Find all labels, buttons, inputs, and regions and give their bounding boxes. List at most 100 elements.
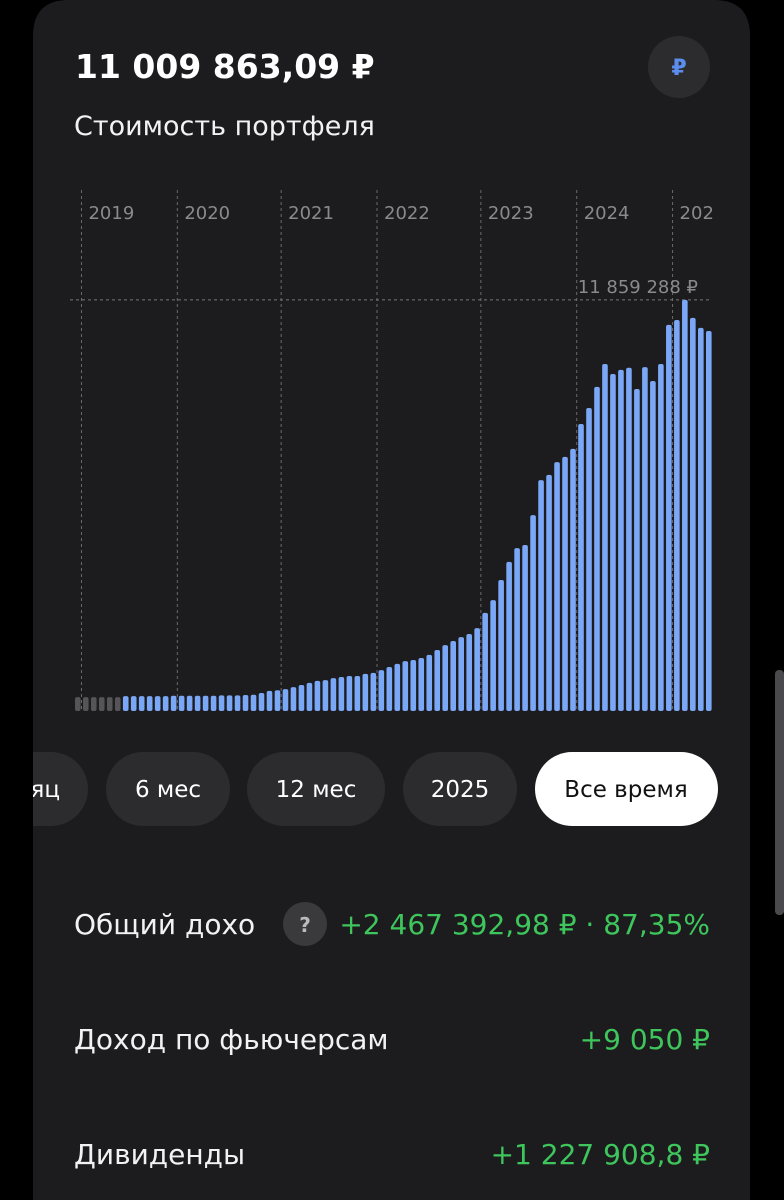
- bar: [90, 697, 97, 711]
- bar: [410, 660, 417, 711]
- stat-label: Дивиденды: [74, 1138, 245, 1171]
- stat-label: Доход по фьючерсам: [74, 1023, 389, 1056]
- bar: [586, 408, 592, 711]
- bar: [626, 367, 632, 711]
- bar: [530, 515, 536, 711]
- bar: [290, 687, 297, 711]
- stat-value: +2 467 392,98 ₽ · 87,35%: [339, 908, 710, 941]
- bar: [674, 319, 680, 711]
- bar: [282, 689, 289, 711]
- bar: [170, 695, 177, 711]
- bar: [394, 663, 401, 711]
- bar: [346, 675, 353, 711]
- bar: [354, 675, 361, 711]
- year-label: 2024: [584, 203, 630, 224]
- period-label[interactable]: Все время: [564, 777, 687, 803]
- bar: [618, 369, 624, 711]
- portfolio-subtitle: Стоимость портфеля: [74, 111, 375, 142]
- bar: [442, 645, 449, 711]
- bar: [210, 695, 217, 711]
- bar: [682, 299, 688, 711]
- bar: [610, 374, 616, 711]
- bar: [314, 680, 321, 711]
- bar: [298, 685, 305, 711]
- bar: [562, 456, 568, 711]
- bar: [338, 677, 345, 711]
- currency-icon[interactable]: ₽: [671, 56, 686, 81]
- chart: 2019 2020 2021 2022 2023 2024 202 11 859 288 ₽: [70, 190, 714, 711]
- bar: [522, 544, 528, 711]
- currency-button[interactable]: [648, 36, 710, 98]
- bar: [602, 363, 608, 711]
- bar: [466, 634, 472, 711]
- period-button[interactable]: [0, 752, 88, 826]
- bar: [274, 690, 281, 711]
- bar: [642, 367, 648, 711]
- bar: [362, 673, 369, 711]
- period-button[interactable]: [403, 752, 517, 826]
- year-label: 2019: [88, 203, 134, 224]
- bar: [498, 579, 504, 711]
- bar: [426, 654, 433, 711]
- bar: [666, 324, 672, 711]
- year-label: 202: [680, 203, 714, 224]
- stat-value: +1 227 908,8 ₽: [491, 1138, 710, 1171]
- bar: [306, 682, 313, 711]
- bar: [458, 637, 464, 711]
- scrollbar: [775, 670, 784, 915]
- bar: [106, 697, 113, 711]
- year-label: 2021: [288, 203, 334, 224]
- bar: [402, 661, 409, 711]
- bar: [122, 696, 129, 711]
- bar: [546, 474, 552, 711]
- bar: [266, 690, 273, 711]
- bar: [258, 692, 265, 711]
- period-button-active[interactable]: [535, 752, 718, 826]
- bar: [202, 695, 209, 711]
- bar: [226, 695, 233, 711]
- bar: [698, 327, 704, 711]
- bar: [234, 695, 241, 711]
- bar: [130, 696, 137, 711]
- bar: [386, 666, 393, 711]
- bar: [178, 695, 185, 711]
- year-label: 2023: [488, 203, 534, 224]
- bar: [162, 696, 169, 711]
- bar: [450, 640, 457, 711]
- period-label[interactable]: 6 мес: [135, 777, 201, 803]
- bar: [506, 561, 512, 711]
- bar: [378, 670, 385, 711]
- bar: [186, 695, 193, 711]
- help-icon[interactable]: ?: [299, 913, 311, 937]
- bar: [218, 695, 225, 711]
- year-label: 2022: [384, 203, 430, 224]
- bar: [242, 695, 249, 711]
- period-button[interactable]: [106, 752, 230, 826]
- bar: [146, 696, 153, 711]
- bar: [434, 649, 441, 711]
- bar: [690, 317, 696, 711]
- bar: [554, 462, 560, 711]
- bar: [194, 695, 201, 711]
- portfolio-amount: 11 009 863,09 ₽: [75, 47, 375, 86]
- period-label[interactable]: яц: [31, 777, 61, 803]
- bar: [482, 612, 488, 711]
- stat-label: Общий дохо: [74, 908, 255, 941]
- help-button[interactable]: [283, 902, 327, 946]
- bar: [514, 548, 520, 711]
- bar: [474, 628, 480, 711]
- bar: [138, 696, 145, 711]
- bar: [594, 386, 600, 711]
- bar: [250, 694, 257, 711]
- period-label[interactable]: 2025: [431, 777, 490, 803]
- bar: [322, 680, 329, 711]
- bar: [706, 331, 712, 711]
- period-label[interactable]: 12 мес: [276, 777, 357, 803]
- bar: [154, 696, 161, 711]
- bar: [538, 480, 544, 711]
- year-label: 2020: [184, 203, 230, 224]
- bar: [330, 678, 337, 711]
- bar: [490, 600, 496, 711]
- period-button[interactable]: [247, 752, 385, 826]
